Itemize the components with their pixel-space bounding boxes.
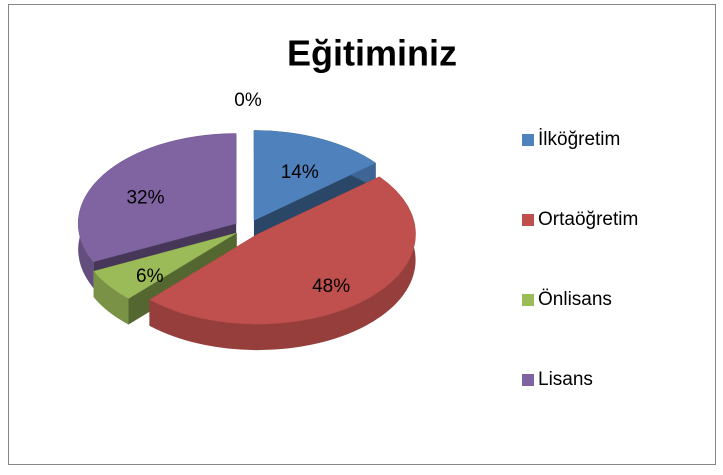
legend-label: İlköğretim <box>538 129 620 150</box>
slice-side <box>93 271 129 325</box>
data-label: 14% <box>281 162 319 183</box>
legend-label: Önlisans <box>538 289 612 310</box>
data-label: 0% <box>234 90 262 111</box>
slice <box>148 176 416 325</box>
legend-label: Lisans <box>538 369 593 390</box>
data-label: 32% <box>126 188 164 209</box>
slice <box>93 232 237 299</box>
slice <box>77 133 237 263</box>
legend-swatch <box>522 214 534 226</box>
data-label: 6% <box>136 266 164 287</box>
legend-swatch <box>522 134 534 146</box>
legend-label: Ortaöğretim <box>538 209 638 230</box>
legend-swatch <box>522 374 534 386</box>
data-label: 48% <box>312 276 350 297</box>
chart-title: Eğitiminiz <box>287 33 457 74</box>
legend-swatch <box>522 294 534 306</box>
slice <box>253 130 377 221</box>
